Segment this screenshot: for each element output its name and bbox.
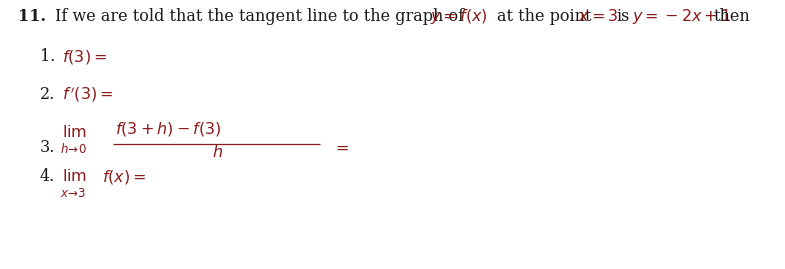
Text: $=$: $=$ (332, 139, 349, 155)
Text: $x \!\to\! 3$: $x \!\to\! 3$ (60, 187, 86, 200)
Text: $y = -2x + 1$: $y = -2x + 1$ (632, 7, 731, 26)
Text: 1.: 1. (40, 48, 56, 65)
Text: $\lim$: $\lim$ (62, 124, 87, 141)
Text: at the point: at the point (497, 8, 592, 25)
Text: 4.: 4. (40, 168, 55, 185)
Text: $f(3 + h) - f(3)$: $f(3 + h) - f(3)$ (115, 119, 221, 137)
Text: If we are told that the tangent line to the graph of: If we are told that the tangent line to … (55, 8, 464, 25)
Text: then: then (714, 8, 750, 25)
Text: $\lim$: $\lim$ (62, 168, 87, 185)
Text: 11.: 11. (18, 8, 46, 25)
Text: is: is (616, 8, 630, 25)
Text: 2.: 2. (40, 86, 55, 103)
Text: $y = f(x)$: $y = f(x)$ (430, 7, 487, 26)
Text: $f(x) =$: $f(x) =$ (102, 168, 147, 186)
Text: $h$: $h$ (212, 144, 223, 161)
Text: $f(3) =$: $f(3) =$ (62, 48, 108, 65)
Text: $f\,'(3) =$: $f\,'(3) =$ (62, 84, 114, 104)
Text: $x = 3$: $x = 3$ (578, 8, 619, 25)
Text: $h \!\to\! 0$: $h \!\to\! 0$ (60, 142, 86, 156)
Text: 3.: 3. (40, 139, 56, 155)
